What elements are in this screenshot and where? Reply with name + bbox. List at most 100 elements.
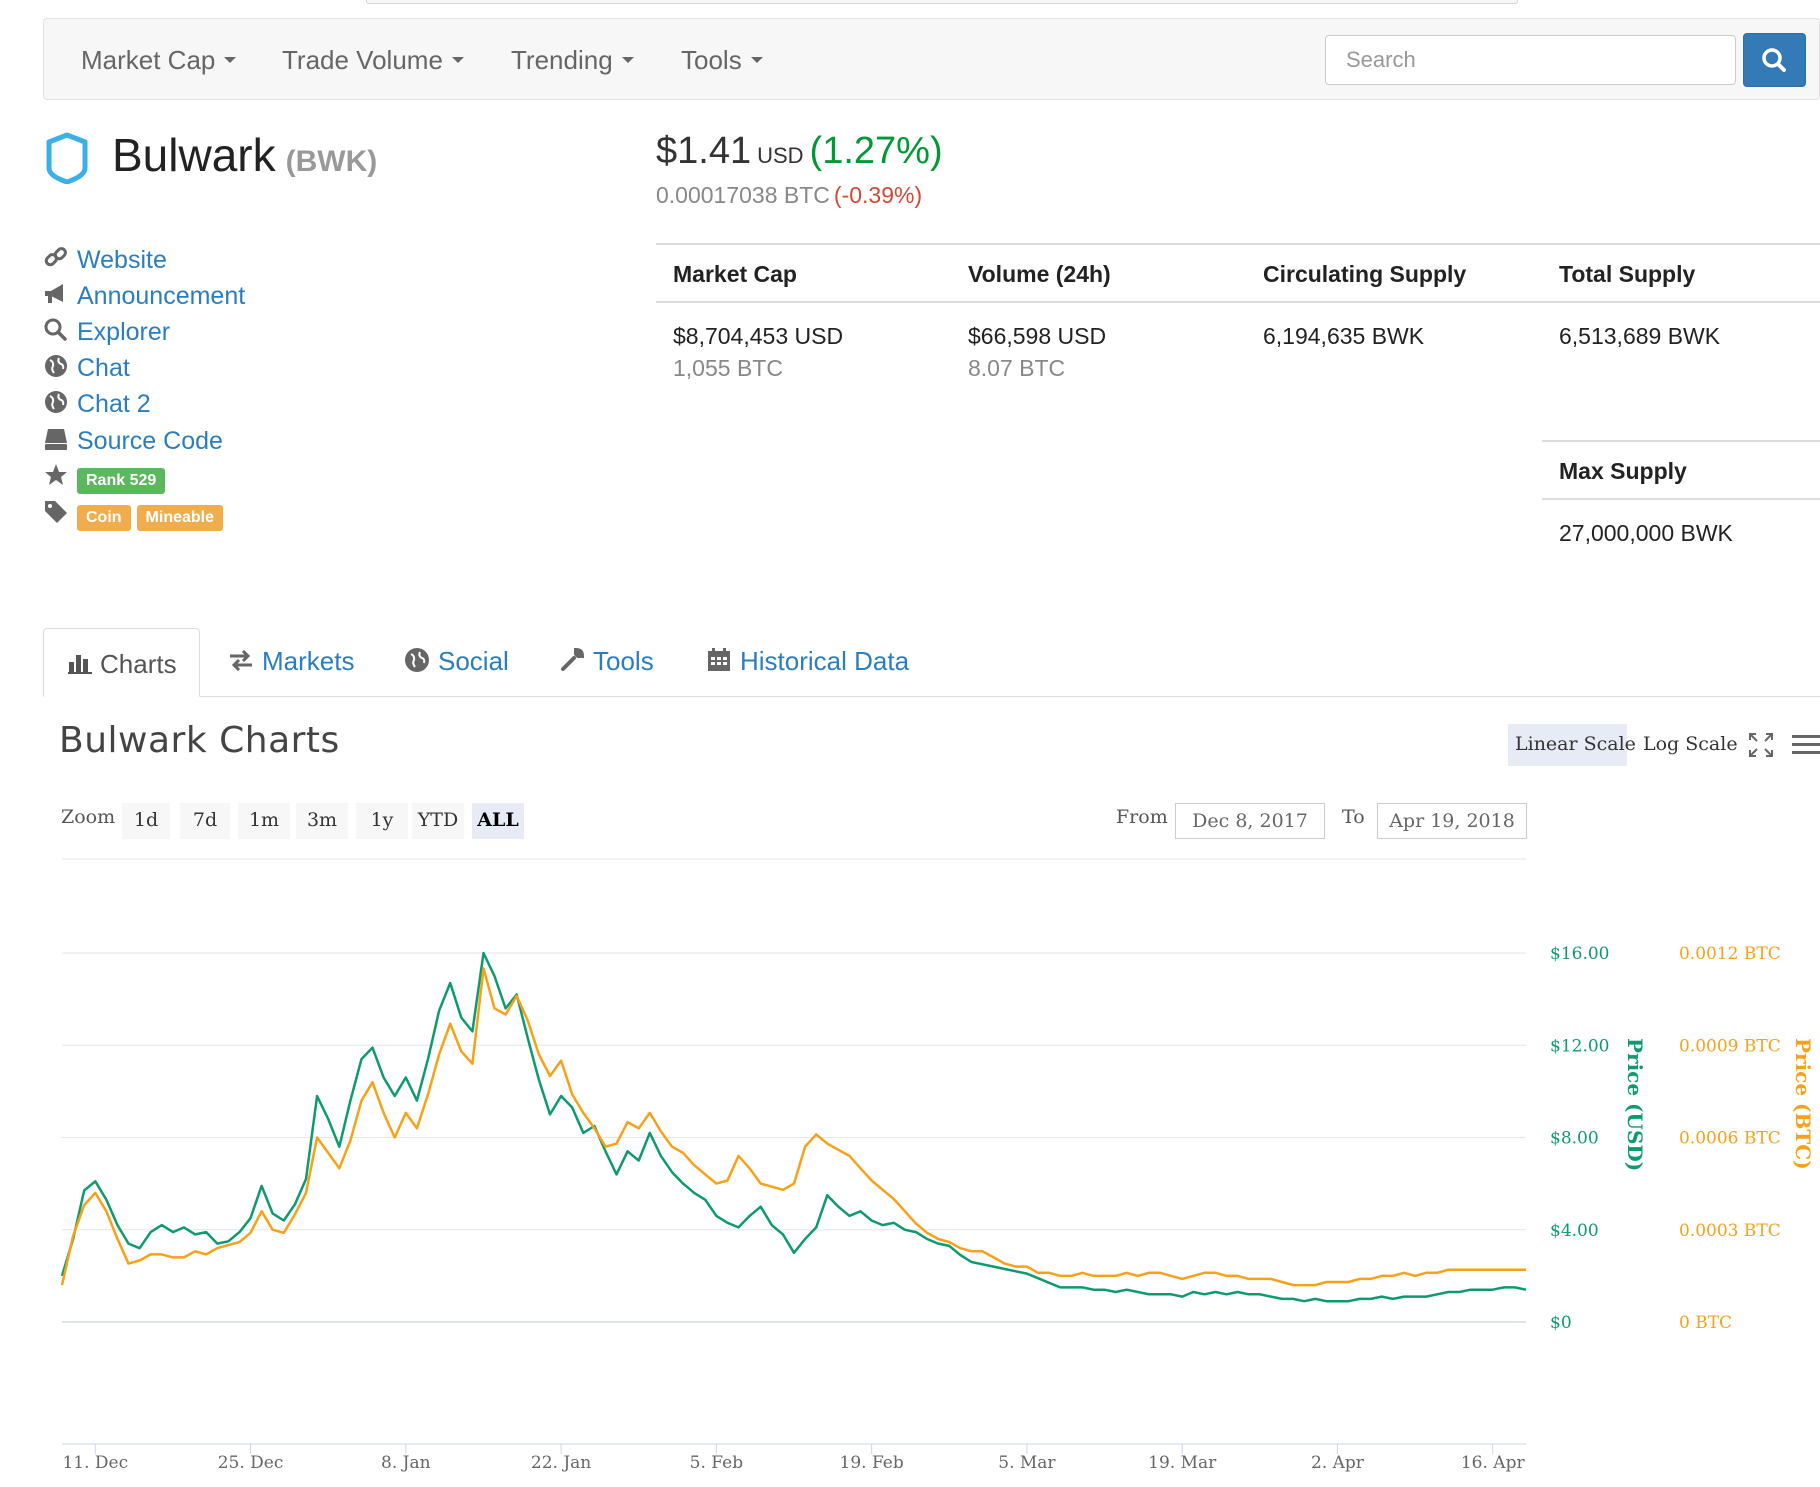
tab-social[interactable]: Social xyxy=(404,646,509,677)
hdd-icon xyxy=(45,429,67,451)
link-source-code[interactable]: Source Code xyxy=(43,427,223,457)
nav-label: Trending xyxy=(511,45,613,75)
caret-down-icon xyxy=(224,57,237,64)
y-axis-title-usd: Price (USD) xyxy=(1623,1038,1647,1171)
globe-icon xyxy=(45,391,67,414)
stat-header-circulating: Circulating Supply xyxy=(1263,261,1467,287)
x-tick-label: 11. Dec xyxy=(62,1453,128,1473)
y-tick-label-usd: $4.00 xyxy=(1550,1221,1599,1241)
nav-tools[interactable]: Tools xyxy=(681,45,763,76)
price-change-btc: (-0.39%) xyxy=(833,182,923,208)
price-change-usd: (1.27%) xyxy=(809,130,943,172)
stat-market-cap-btc: 1,055 BTC xyxy=(673,355,783,381)
zoom-all-button[interactable]: ALL xyxy=(472,803,524,839)
caret-down-icon xyxy=(621,57,634,64)
price-btc-line: 0.00017038 BTC (-0.39%) xyxy=(656,182,922,209)
y-tick-label-btc: 0.0006 BTC xyxy=(1679,1129,1781,1149)
zoom-3m-button[interactable]: 3m xyxy=(296,803,348,839)
x-tick-label: 8. Jan xyxy=(381,1453,431,1473)
nav-label: Tools xyxy=(681,45,742,75)
y-tick-label-usd: $12.00 xyxy=(1550,1036,1609,1056)
link-label: Explorer xyxy=(77,318,171,346)
price-currency: USD xyxy=(757,143,804,168)
tab-label: Charts xyxy=(100,649,177,679)
y-axis-title-btc: Price (BTC) xyxy=(1791,1038,1815,1170)
zoom-1m-button[interactable]: 1m xyxy=(238,803,290,839)
tab-historical-data[interactable]: Historical Data xyxy=(706,646,909,677)
link-explorer[interactable]: Explorer xyxy=(43,318,170,348)
zoom-1y-button[interactable]: 1y xyxy=(356,803,408,839)
link-label: Announcement xyxy=(77,282,246,310)
fullscreen-icon[interactable] xyxy=(1748,732,1774,758)
y-tick-label-btc: 0 BTC xyxy=(1679,1313,1732,1333)
navbar: Market Cap Trade Volume Trending Tools xyxy=(43,18,1820,100)
coin-title: Bulwark (BWK) xyxy=(112,128,377,182)
log-scale-button[interactable]: Log Scale xyxy=(1643,733,1738,755)
zoom-ytd-button[interactable]: YTD xyxy=(412,803,464,839)
calendar-icon xyxy=(708,648,730,672)
stat-header-volume: Volume (24h) xyxy=(968,261,1111,287)
y-tick-label-btc: 0.0012 BTC xyxy=(1679,944,1781,964)
caret-down-icon xyxy=(451,57,464,64)
price-btc: 0.00017038 BTC xyxy=(656,182,830,208)
nav-trending[interactable]: Trending xyxy=(511,45,634,76)
tabs-border xyxy=(43,696,1820,697)
nav-label: Market Cap xyxy=(81,45,216,75)
exchange-icon xyxy=(230,650,252,672)
link-chat[interactable]: Chat xyxy=(43,354,130,384)
scroll-strip xyxy=(366,0,1518,4)
tab-charts[interactable]: Charts xyxy=(43,628,200,697)
from-label: From xyxy=(1116,806,1168,828)
caret-down-icon xyxy=(750,57,763,64)
x-tick-label: 2. Apr xyxy=(1311,1453,1365,1473)
link-website[interactable]: Website xyxy=(43,246,167,276)
x-tick-label: 16. Apr xyxy=(1461,1453,1526,1473)
y-tick-label-usd: $0 xyxy=(1550,1313,1572,1333)
stat-header-max: Max Supply xyxy=(1559,458,1687,484)
bar-chart-icon xyxy=(68,655,92,675)
linear-scale-button[interactable]: Linear Scale xyxy=(1508,724,1636,766)
max-supply-header-border xyxy=(1542,498,1820,500)
from-date-input[interactable]: Dec 8, 2017 xyxy=(1175,803,1325,839)
tab-markets[interactable]: Markets xyxy=(228,646,354,677)
stat-market-cap-usd: $8,704,453 USD xyxy=(673,323,844,349)
stat-volume-btc: 8.07 BTC xyxy=(968,355,1066,381)
price-chart[interactable]: $0 0 BTC $4.00 0.0003 BTC $8.00 0.0006 BTC $12… xyxy=(0,850,1820,1487)
zoom-1d-button[interactable]: 1d xyxy=(122,803,170,839)
tags-row: Coin Mineable xyxy=(43,500,229,531)
tab-label: Markets xyxy=(262,646,355,676)
stat-total-supply: 6,513,689 BWK xyxy=(1559,323,1721,349)
nav-trade-volume[interactable]: Trade Volume xyxy=(282,45,464,76)
series-line-usd xyxy=(60,951,1527,1303)
tab-tools[interactable]: Tools xyxy=(559,646,654,677)
x-tick-label: 19. Mar xyxy=(1148,1453,1217,1473)
link-icon xyxy=(44,247,67,267)
coin-name: Bulwark xyxy=(112,129,276,181)
link-chat-2[interactable]: Chat 2 xyxy=(43,390,151,420)
y-tick-label-usd: $8.00 xyxy=(1550,1129,1599,1149)
x-tick-label: 19. Feb xyxy=(840,1453,904,1473)
x-tick-label: 5. Feb xyxy=(690,1453,744,1473)
menu-icon[interactable] xyxy=(1792,732,1820,758)
search-input[interactable] xyxy=(1325,35,1736,85)
chart-title: Bulwark Charts xyxy=(59,720,340,761)
series-line-btc xyxy=(60,967,1526,1287)
star-icon xyxy=(45,464,67,486)
zoom-7d-button[interactable]: 7d xyxy=(180,803,230,839)
price-usd: $1.41 xyxy=(656,130,752,172)
zoom-label: Zoom xyxy=(61,806,116,828)
link-label: Source Code xyxy=(77,427,223,455)
to-date-input[interactable]: Apr 19, 2018 xyxy=(1377,803,1527,839)
tag-badge-mineable[interactable]: Mineable xyxy=(136,505,224,531)
y-tick-label-usd: $16.00 xyxy=(1550,944,1609,964)
stat-circulating-supply: 6,194,635 BWK xyxy=(1263,323,1425,349)
link-announcement[interactable]: Announcement xyxy=(43,282,245,312)
search-icon xyxy=(44,318,67,342)
bullhorn-icon xyxy=(45,284,63,304)
globe-icon xyxy=(45,355,67,378)
search-button[interactable] xyxy=(1743,33,1806,87)
x-tick-label: 5. Mar xyxy=(998,1453,1056,1473)
nav-market-cap[interactable]: Market Cap xyxy=(81,45,237,76)
x-tick-label: 25. Dec xyxy=(218,1453,284,1473)
tag-badge-coin[interactable]: Coin xyxy=(77,505,131,531)
